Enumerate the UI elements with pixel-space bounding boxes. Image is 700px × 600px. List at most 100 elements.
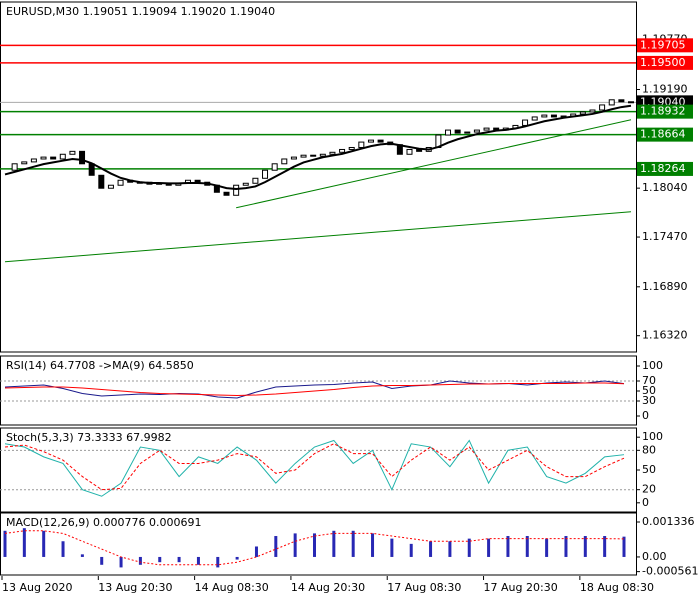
macd-bar [293,533,297,557]
macd-bar [138,556,142,565]
level-label: 1.18664 [640,128,686,141]
candle [377,139,384,143]
macd-bar [158,556,162,563]
x-tick-label: 14 Aug 08:30 [195,581,269,594]
macd-bar [603,536,607,557]
level-label-box [637,127,693,142]
candle [618,99,625,103]
candle [79,150,86,165]
level-label-box [637,55,693,70]
candle [464,131,471,134]
candle [30,158,37,163]
moving-average [4,104,632,191]
level-label: 1.19500 [640,56,686,69]
macd-bar [100,556,104,565]
y-tick-label: 100 [642,430,663,443]
level-label: 1.19705 [640,38,686,51]
macd-bar [42,530,46,557]
candle [59,153,66,160]
candle [194,179,201,183]
candle [281,158,288,165]
candle [579,111,586,115]
macd-bar [235,556,239,560]
y-tick-label: 30 [642,394,656,407]
y-tick-label: 1.19190 [642,83,688,96]
candle [223,191,230,196]
level-label-box [637,161,693,176]
candle [367,139,374,143]
panel-title: Stoch(5,3,3) 73.3333 67.9982 [6,431,172,444]
candle [271,163,278,171]
panel-title: EURUSD,M30 1.19051 1.19094 1.19020 1.190… [6,5,275,18]
y-tick-label: 1.16320 [642,329,688,342]
candle [406,148,413,155]
macd-bar [545,538,549,557]
panel-title: MACD(12,26,9) 0.000776 0.000691 [6,516,202,529]
macd-bar [22,528,26,557]
macd-bar [254,546,258,557]
candle [107,184,114,189]
macd-bar [61,541,65,557]
candle [608,99,615,106]
x-tick-label: 14 Aug 20:30 [291,581,365,594]
candle [242,182,249,186]
level-label-box [637,38,693,53]
candle [628,101,634,104]
candle [21,161,28,165]
x-tick-label: 17 Aug 08:30 [387,581,461,594]
candle [300,154,307,158]
panel-title: RSI(14) 64.7708 ->MA(9) 64.5850 [6,359,194,372]
level-label: 1.18932 [640,105,686,118]
x-tick-label: 17 Aug 20:30 [484,581,558,594]
candle [262,169,269,179]
indicator-line [4,439,625,497]
candle [329,151,336,155]
macd-bar [274,536,278,557]
candle [233,184,240,196]
level-label: 1.18264 [640,162,686,175]
candle [88,163,95,176]
candle [599,104,606,111]
x-tick-label: 18 Aug 08:30 [580,581,654,594]
y-tick-label: 1.17470 [642,230,688,243]
candle [98,174,105,189]
candle [310,154,317,157]
macd-bar [429,541,433,557]
candle [531,116,538,121]
candle [117,179,124,186]
indicator-line [4,382,625,397]
macd-bar [313,533,316,557]
candle [483,127,490,131]
macd-bar [583,536,587,557]
macd-bar [409,543,413,557]
candle [50,156,57,160]
macd-bar [3,530,7,557]
trendline [4,211,632,263]
y-tick-label: 0.00 [642,550,667,563]
candle [319,153,326,157]
macd-bar [506,536,510,557]
y-tick-label: 70 [642,374,656,387]
macd-bar [622,536,626,557]
macd-bar [332,530,336,557]
candle [358,141,365,148]
y-tick-label: 50 [642,463,656,476]
macd-bar [119,556,123,568]
y-tick-label: 0.001336 [642,515,695,528]
macd-bar [196,556,200,565]
y-tick-label: 20 [642,483,656,496]
y-tick-label: 50 [642,384,656,397]
candle [348,146,355,150]
macd-bar [177,556,181,563]
indicator-line [4,443,625,491]
y-tick-label: 100 [642,359,663,372]
macd-bar [351,530,355,557]
macd-bar [487,538,491,557]
candle [522,119,529,126]
y-tick-label: 0 [642,496,649,509]
macd-bar [525,536,529,557]
panel-frame [0,512,637,576]
macd-bar [371,533,375,557]
y-tick-label: -0.000561 [642,565,698,578]
y-tick-label: 80 [642,443,656,456]
